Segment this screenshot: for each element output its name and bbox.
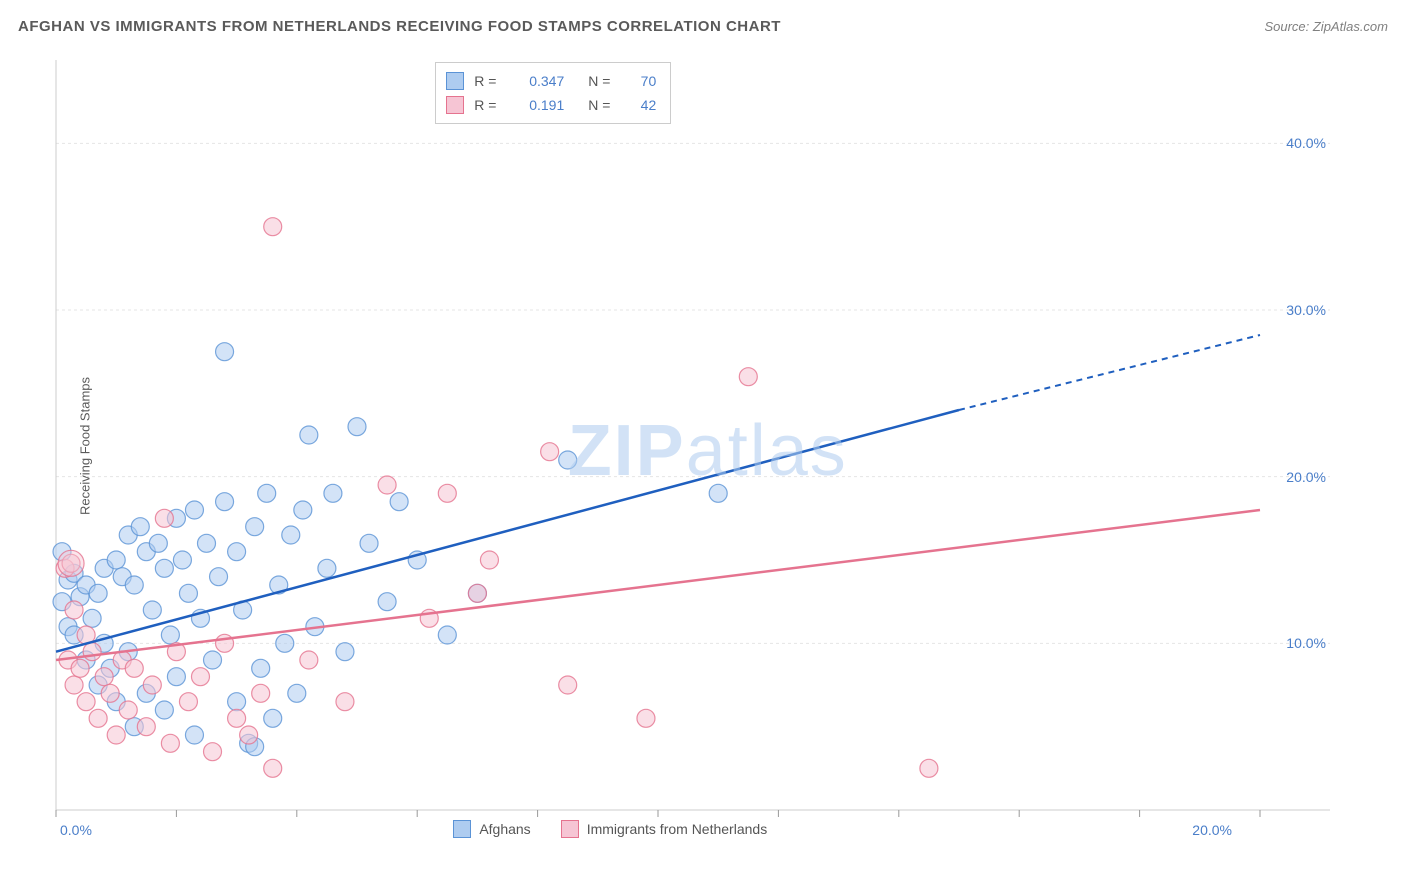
axis-tick-label: 40.0% xyxy=(1286,135,1326,151)
scatter-plot: ZIPatlas R =0.347N =70R =0.191N =42 Afgh… xyxy=(50,50,1330,840)
legend-swatch xyxy=(561,820,579,838)
source-attribution: Source: ZipAtlas.com xyxy=(1264,19,1388,34)
source-name: ZipAtlas.com xyxy=(1313,19,1388,34)
legend-row: R =0.347N =70 xyxy=(446,69,656,93)
axis-tick-label: 20.0% xyxy=(1286,469,1326,485)
chart-header: AFGHAN VS IMMIGRANTS FROM NETHERLANDS RE… xyxy=(18,18,1388,35)
axis-tick-label: 0.0% xyxy=(60,822,92,838)
axis-tick-label: 10.0% xyxy=(1286,635,1326,651)
legend-swatch xyxy=(453,820,471,838)
legend-item: Afghans xyxy=(453,820,530,838)
legend-label: Afghans xyxy=(479,821,530,837)
source-prefix: Source: xyxy=(1264,19,1312,34)
legend-item: Immigrants from Netherlands xyxy=(561,820,768,838)
legend-label: Immigrants from Netherlands xyxy=(587,821,768,837)
axis-tick-label: 30.0% xyxy=(1286,302,1326,318)
legend-series: Afghans Immigrants from Netherlands xyxy=(453,820,767,838)
chart-title: AFGHAN VS IMMIGRANTS FROM NETHERLANDS RE… xyxy=(18,18,781,35)
axis-tick-label: 20.0% xyxy=(1192,822,1232,838)
legend-correlation: R =0.347N =70R =0.191N =42 xyxy=(435,62,671,124)
legend-row: R =0.191N =42 xyxy=(446,93,656,117)
legend-swatch xyxy=(446,96,464,114)
chart-svg xyxy=(50,50,1330,840)
legend-swatch xyxy=(446,72,464,90)
